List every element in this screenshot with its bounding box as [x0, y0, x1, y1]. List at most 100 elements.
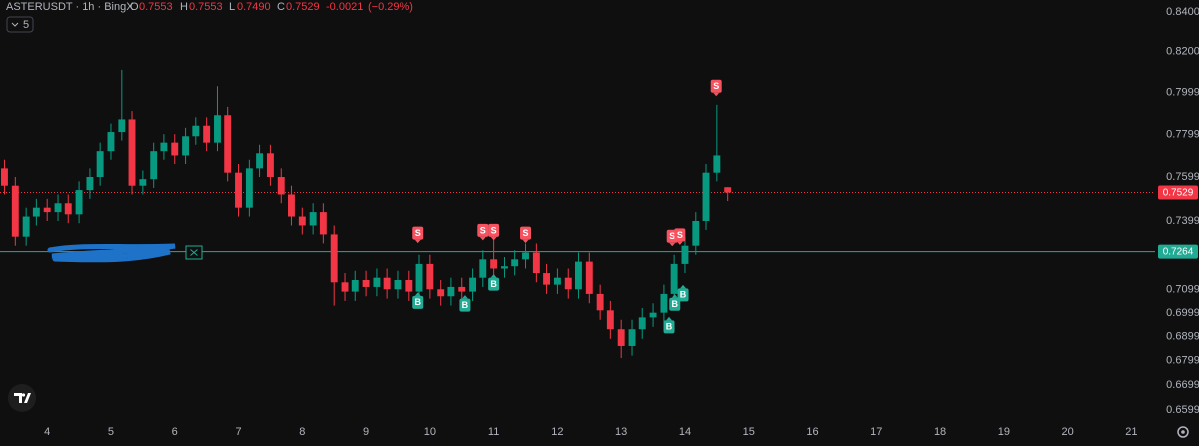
candle-body	[617, 329, 625, 346]
candle-body	[713, 155, 721, 173]
signal-badge	[674, 228, 686, 242]
candle-body	[501, 266, 508, 269]
signal-pointer	[713, 92, 720, 97]
x-tick-label: 4	[44, 426, 50, 438]
signal-label: S	[415, 228, 421, 238]
signal-badge	[488, 277, 500, 291]
y-tick-label: 0.6899	[1166, 331, 1199, 343]
indicator-count: 5	[23, 19, 29, 31]
y-tick-label: 0.7999	[1166, 87, 1199, 99]
low-value: 0.7490	[237, 1, 271, 13]
candle-body	[54, 203, 62, 213]
signal-label: S	[480, 225, 486, 235]
y-tick-label: 0.6599	[1166, 404, 1199, 416]
y-tick-label: 0.7799	[1166, 128, 1199, 140]
signal-badge	[677, 288, 689, 302]
candle-body	[182, 136, 190, 156]
candle-body	[319, 212, 327, 235]
l-label: L	[229, 1, 235, 13]
price-label: 0.7264	[1163, 247, 1194, 258]
x-tick-label: 21	[1125, 426, 1137, 438]
close-icon	[190, 249, 198, 256]
candle-body	[575, 261, 582, 290]
candle-body	[437, 289, 445, 297]
candle-body	[469, 277, 477, 292]
c-label: C	[277, 1, 285, 13]
candle-body	[139, 179, 147, 186]
y-tick-label: 0.7599	[1166, 171, 1199, 183]
candle-body	[702, 172, 710, 221]
signal-label: B	[680, 290, 687, 300]
redaction-scribble	[47, 243, 176, 263]
candle-body	[394, 279, 402, 290]
candle-body	[150, 151, 158, 180]
signal-pointer	[522, 239, 529, 244]
x-tick-label: 8	[299, 426, 305, 438]
change-value: -0.0021	[326, 1, 363, 13]
open-value: 0.7553	[139, 1, 173, 13]
candle-body	[32, 207, 40, 217]
signal-badge	[520, 226, 532, 240]
signal-badge	[412, 226, 424, 240]
x-tick-label: 9	[363, 426, 369, 438]
candle-body	[330, 234, 338, 283]
x-tick-label: 16	[806, 426, 818, 438]
tradingview-logo	[8, 384, 36, 412]
signal-label: B	[490, 279, 497, 289]
y-tick-label: 0.6799	[1166, 355, 1199, 367]
x-tick-label: 6	[172, 426, 178, 438]
signal-label: S	[669, 231, 675, 241]
signal-pointer	[671, 294, 678, 298]
candle-body	[266, 153, 274, 178]
y-tick-label: 0.8400	[1166, 6, 1199, 18]
candle-body	[447, 286, 455, 297]
x-tick-label: 18	[934, 426, 946, 438]
signal-label: B	[462, 300, 469, 310]
candle-body	[309, 212, 317, 226]
candle-body	[128, 119, 136, 186]
h-label: H	[180, 1, 188, 13]
x-tick-label: 5	[108, 426, 114, 438]
candle-body	[224, 115, 232, 173]
signal-pointer	[479, 236, 486, 241]
candle-body	[1, 168, 8, 186]
candle-body	[214, 115, 221, 143]
candle-body	[606, 310, 614, 330]
indicator-toggle[interactable]	[6, 16, 34, 33]
settings-icon[interactable]	[1177, 426, 1189, 438]
high-value: 0.7553	[189, 1, 223, 13]
change-percent: (−0.29%)	[368, 1, 413, 13]
candle-body	[458, 286, 466, 292]
symbol: ASTERUSDT · 1h · BingX	[6, 1, 134, 13]
candle-body	[692, 220, 700, 246]
signal-pointer	[669, 242, 676, 247]
candle-body	[160, 142, 168, 152]
y-tick-label: 0.6999	[1166, 307, 1199, 319]
signal-pointer	[490, 274, 497, 278]
signal-label: S	[677, 230, 683, 240]
candle-body	[426, 263, 434, 290]
candle-body	[383, 277, 391, 290]
candle-body	[479, 259, 487, 278]
signal-badge	[710, 79, 722, 93]
candle-body	[341, 282, 349, 292]
candle-body	[660, 293, 668, 313]
signal-label: S	[491, 225, 497, 235]
candle-body	[553, 277, 561, 285]
candle-body	[118, 119, 126, 133]
close-value: 0.7529	[286, 1, 320, 13]
signal-badge	[459, 298, 471, 312]
x-tick-label: 20	[1062, 426, 1074, 438]
candle-body	[171, 142, 179, 156]
candle-body	[351, 279, 359, 292]
candle-body	[532, 252, 540, 274]
signal-pointer	[414, 239, 421, 244]
x-tick-label: 15	[743, 426, 755, 438]
candle-body	[235, 172, 242, 208]
candle-body	[596, 293, 604, 311]
candle-body	[203, 125, 211, 143]
candle-body	[192, 125, 200, 137]
candle-body	[628, 329, 636, 346]
signal-label: S	[713, 81, 719, 91]
candle-body	[564, 277, 572, 290]
